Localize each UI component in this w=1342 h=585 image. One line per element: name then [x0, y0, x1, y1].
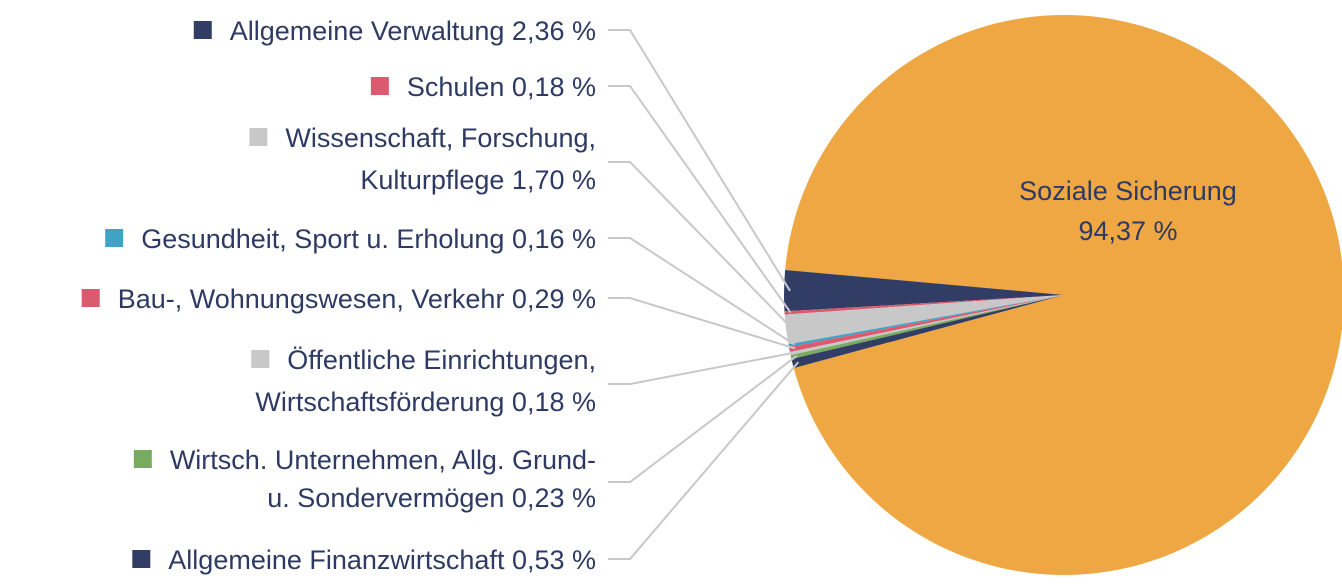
legend-label-line: Wissenschaft, Forschung,	[285, 123, 596, 153]
legend-label-line: Kulturpflege 1,70 %	[360, 165, 596, 195]
leader-line-5	[608, 351, 797, 385]
legend-marker-3	[105, 229, 124, 247]
legend-label-2: Wissenschaft, Forschung, Kulturpflege 1,7…	[285, 123, 596, 195]
legend-label-line: Bau-, Wohnungswesen, Verkehr 0,29 %	[118, 284, 596, 314]
main-slice-label: Soziale Sicherung 94,37 %	[1019, 176, 1237, 246]
pie-slice-3	[788, 295, 1064, 348]
legend-marker-5	[251, 350, 270, 368]
leader-line-3	[608, 237, 796, 346]
legend-label-line: u. Sondervermögen 0,23 %	[267, 483, 596, 513]
leader-line-7	[608, 361, 800, 560]
leader-line-6	[608, 355, 798, 483]
legend-label-line: Allgemeine Finanzwirtschaft 0,53 %	[168, 545, 596, 575]
slice-soziale-sicherung	[785, 14, 1342, 575]
legend-marker-1	[370, 77, 389, 95]
legend-label-line: Gesundheit, Sport u. Erholung 0,16 %	[141, 224, 596, 254]
pie-slice-1	[784, 295, 1064, 315]
legend-label-6: Wirtsch. Unternehmen, Allg. Grund-u. Son…	[170, 445, 596, 513]
legend-marker-7	[132, 550, 151, 568]
legend-label-5: Öffentliche Einrichtungen, Wirtschaftsför…	[255, 345, 596, 417]
legend-label-line: Wirtschaftsförderung 0,18 %	[255, 387, 596, 417]
legend-marker-4	[81, 289, 100, 307]
legend-label-line: Schulen 0,18 %	[407, 72, 596, 102]
pie-slices	[783, 14, 1342, 575]
legend-label-3: Gesundheit, Sport u. Erholung 0,16 %	[141, 224, 596, 254]
legend-label-7: Allgemeine Finanzwirtschaft 0,53 %	[168, 545, 596, 575]
pie-slice-7	[791, 295, 1064, 369]
pie-slice-2	[784, 295, 1064, 345]
leader-lines	[608, 29, 800, 560]
pie-slice-5	[789, 295, 1064, 356]
legend-marker-6	[133, 450, 152, 468]
legend-label-4: Bau-, Wohnungswesen, Verkehr 0,29 %	[118, 284, 596, 314]
leader-line-4	[608, 297, 796, 350]
pie-slice-0	[783, 269, 1064, 312]
main-slice-label-line: Soziale Sicherung	[1019, 176, 1237, 206]
leader-line-0	[608, 29, 791, 292]
legend-label-line: Allgemeine Verwaltung 2,36 %	[230, 16, 596, 46]
legend-marker-2	[249, 128, 268, 146]
leader-line-1	[608, 85, 792, 314]
legend-label-line: Öffentliche Einrichtungen,	[287, 345, 596, 375]
legend-label-0: Allgemeine Verwaltung 2,36 %	[230, 16, 596, 46]
pie-slice-4	[788, 295, 1064, 353]
legend-label-1: Schulen 0,18 %	[407, 72, 596, 102]
pie-slice-6	[790, 295, 1064, 360]
legend-marker-0	[193, 21, 212, 39]
leader-line-2	[608, 161, 793, 330]
legend-label-line: Wirtsch. Unternehmen, Allg. Grund-	[170, 445, 596, 475]
legend: Allgemeine Verwaltung 2,36 % Schulen 0,18…	[81, 16, 596, 575]
main-slice-label-line: 94,37 %	[1078, 216, 1177, 246]
